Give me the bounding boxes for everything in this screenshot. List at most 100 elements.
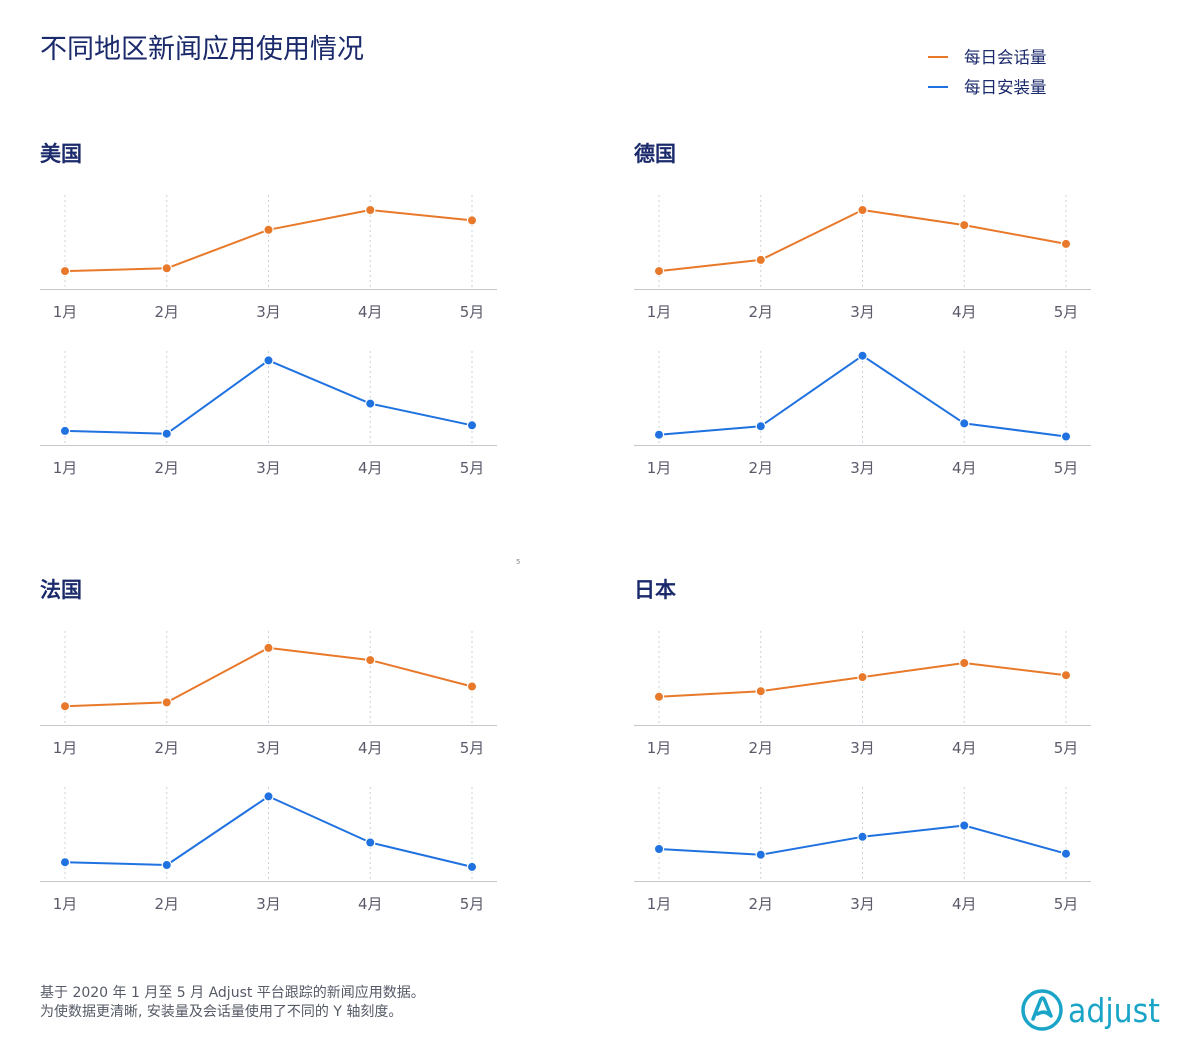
page-marker: 5	[516, 558, 521, 566]
legend-label-installs: 每日安装量	[964, 78, 1047, 97]
x-tick-label: 1月	[647, 303, 672, 321]
sessions-point	[161, 697, 172, 708]
japan-sessions-chart: 1月 2月 3月 4月 5月	[634, 631, 1091, 757]
installs-point	[1060, 431, 1072, 442]
sessions-point	[59, 700, 71, 712]
x-tick-label: 2月	[748, 303, 773, 321]
x-tick-label: 5月	[1054, 739, 1079, 757]
x-tick-label: 3月	[256, 459, 281, 477]
japan-installs-chart: 1月 2月 3月 4月 5月	[634, 787, 1091, 913]
sessions-point	[755, 685, 766, 697]
adjust-logo: adjust	[1021, 989, 1160, 1031]
x-tick-label: 3月	[256, 895, 281, 913]
installs-point	[857, 350, 868, 361]
installs-point	[755, 849, 766, 860]
sessions-point	[653, 265, 665, 277]
installs-line	[64, 795, 473, 868]
x-tick-label: 1月	[647, 739, 672, 757]
x-tick-label: 2月	[154, 459, 179, 477]
x-tick-label: 4月	[952, 739, 977, 757]
x-tick-label: 3月	[850, 895, 875, 913]
logo-ring	[1021, 989, 1063, 1031]
sessions-point	[466, 215, 478, 226]
sessions-point	[857, 671, 868, 683]
legend-label-sessions: 每日会话量	[964, 48, 1047, 67]
installs-point	[653, 429, 665, 440]
region-panel-us: 美国 1月 2月 3月 4月 5月 1月 2月 3月 4月 5月	[40, 130, 500, 490]
legend-item-sessions: 每日会话量	[928, 44, 1047, 68]
x-tick-label: 1月	[53, 895, 78, 913]
x-tick-label: 5月	[460, 895, 485, 913]
legend-item-installs: 每日安装量	[928, 74, 1047, 98]
x-tick-label: 1月	[53, 303, 78, 321]
legend-swatch-sessions	[928, 56, 948, 58]
installs-point	[263, 791, 274, 802]
region-title: 德国	[634, 142, 676, 166]
x-tick-label: 4月	[358, 739, 383, 757]
sessions-point	[59, 265, 71, 277]
x-tick-label: 1月	[647, 895, 672, 913]
sessions-point	[1060, 238, 1072, 250]
japan-charts: 1月 2月 3月 4月 5月 1月 2月 3月 4月 5月	[634, 631, 1091, 913]
us-sessions-chart: 1月 2月 3月 4月 5月	[40, 195, 497, 321]
sessions-point	[857, 204, 868, 216]
france-sessions-chart: 1月 2月 3月 4月 5月	[40, 631, 497, 757]
sessions-point	[365, 204, 376, 216]
region-panel-germany: 德国 1月 2月 3月 4月 5月 1月 2月 3月 4月 5月	[634, 130, 1094, 490]
x-tick-label: 2月	[748, 895, 773, 913]
installs-point	[857, 831, 868, 842]
x-tick-label: 1月	[647, 459, 672, 477]
page-title: 不同地区新闻应用使用情况	[40, 34, 364, 65]
x-tick-label: 4月	[358, 303, 383, 321]
x-tick-label: 2月	[748, 739, 773, 757]
installs-point	[161, 428, 172, 439]
sessions-point	[959, 657, 970, 669]
region-title: 法国	[40, 578, 82, 602]
region-panel-japan: 日本 1月 2月 3月 4月 5月 1月 2月 3月 4月 5月	[634, 566, 1094, 926]
x-tick-label: 2月	[154, 739, 179, 757]
region-panel-france: 法国 1月 2月 3月 4月 5月 1月 2月 3月 4月 5月	[40, 566, 500, 926]
sessions-point	[959, 219, 970, 231]
sessions-point	[1060, 669, 1072, 681]
x-tick-label: 3月	[256, 303, 281, 321]
x-tick-label: 4月	[358, 459, 383, 477]
adjust-logo-icon	[1021, 989, 1063, 1031]
installs-point	[755, 421, 766, 432]
x-tick-label: 5月	[460, 303, 485, 321]
germany-charts: 1月 2月 3月 4月 5月 1月 2月 3月 4月 5月	[634, 195, 1091, 477]
footnote-line-1: 基于 2020 年 1 月至 5 月 Adjust 平台跟踪的新闻应用数据。	[40, 985, 425, 1001]
logo-mark	[1031, 996, 1053, 1021]
installs-point	[59, 857, 71, 868]
x-tick-label: 5月	[1054, 459, 1079, 477]
germany-installs-chart: 1月 2月 3月 4月 5月	[634, 350, 1091, 477]
installs-point	[365, 837, 376, 848]
x-tick-label: 5月	[1054, 303, 1079, 321]
x-tick-label: 4月	[952, 459, 977, 477]
france-installs-chart: 1月 2月 3月 4月 5月	[40, 787, 497, 913]
x-tick-label: 1月	[53, 739, 78, 757]
logo-wordmark: adjust	[1068, 991, 1160, 1030]
x-tick-label: 3月	[256, 739, 281, 757]
sessions-point	[161, 263, 172, 274]
footnote-line-2: 为使数据更清晰, 安装量及会话量使用了不同的 Y 轴刻度。	[40, 1004, 403, 1020]
sessions-point	[263, 642, 274, 654]
installs-point	[1060, 848, 1072, 859]
germany-sessions-chart: 1月 2月 3月 4月 5月	[634, 195, 1091, 321]
x-tick-label: 4月	[358, 895, 383, 913]
x-tick-label: 3月	[850, 739, 875, 757]
installs-point	[466, 420, 478, 431]
installs-point	[959, 820, 970, 831]
installs-point	[959, 418, 970, 429]
installs-point	[263, 355, 274, 366]
region-title: 美国	[40, 142, 82, 166]
france-charts: 1月 2月 3月 4月 5月 1月 2月 3月 4月 5月	[40, 631, 497, 913]
installs-point	[466, 861, 478, 873]
x-tick-label: 4月	[952, 303, 977, 321]
x-tick-label: 2月	[154, 303, 179, 321]
x-tick-label: 5月	[460, 459, 485, 477]
sessions-point	[263, 224, 274, 236]
us-installs-chart: 1月 2月 3月 4月 5月	[40, 351, 497, 477]
us-charts: 1月 2月 3月 4月 5月 1月 2月 3月 4月 5月	[40, 195, 497, 477]
x-tick-label: 2月	[154, 895, 179, 913]
legend-swatch-installs	[928, 86, 948, 88]
